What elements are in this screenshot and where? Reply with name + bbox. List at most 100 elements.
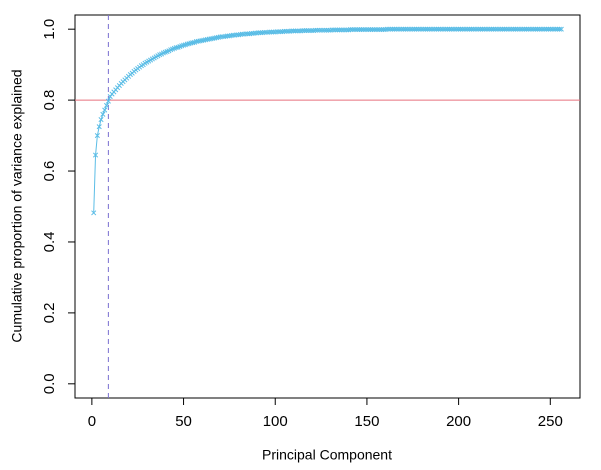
point <box>538 26 544 32</box>
point <box>375 26 381 33</box>
x-tick-label: 50 <box>175 413 192 430</box>
point <box>366 26 372 33</box>
point <box>523 26 530 32</box>
point <box>320 27 326 33</box>
point <box>452 26 458 32</box>
point <box>479 26 486 32</box>
point <box>536 26 542 32</box>
point <box>527 26 533 32</box>
x-tick-label: 100 <box>263 413 288 430</box>
point <box>445 26 451 32</box>
point <box>503 26 509 32</box>
point <box>518 26 524 32</box>
point <box>353 26 359 33</box>
point <box>485 26 491 32</box>
plot-box <box>74 14 581 399</box>
point <box>432 26 438 32</box>
x-tick-label: 150 <box>354 413 379 430</box>
y-tick-label: 1.0 <box>41 19 58 40</box>
point <box>522 26 528 32</box>
point <box>555 26 561 32</box>
point <box>511 26 517 32</box>
point <box>430 26 436 32</box>
point <box>307 28 313 34</box>
point <box>419 26 425 32</box>
point <box>313 27 319 33</box>
x-tick-label: 0 <box>88 413 96 430</box>
point <box>357 26 363 33</box>
x-tick-label: 250 <box>538 413 563 430</box>
point <box>525 26 531 32</box>
point <box>533 26 539 32</box>
point <box>439 26 445 32</box>
y-tick-label: 0.4 <box>41 232 58 253</box>
point <box>368 26 374 33</box>
point <box>391 26 397 32</box>
point <box>401 26 407 32</box>
point <box>256 30 262 36</box>
point <box>283 28 289 34</box>
point <box>512 26 519 32</box>
point <box>481 26 487 32</box>
point <box>373 26 379 33</box>
point <box>463 26 469 32</box>
point <box>468 26 474 32</box>
y-tick-label: 0.0 <box>41 373 58 394</box>
point <box>338 27 344 33</box>
point <box>335 27 341 33</box>
point <box>91 210 97 216</box>
point <box>190 40 196 46</box>
point <box>470 26 476 32</box>
point <box>478 26 484 32</box>
point <box>261 29 267 35</box>
point <box>472 26 478 32</box>
point <box>410 26 416 32</box>
y-axis-label: Cumulative proportion of variance explai… <box>9 69 25 342</box>
point <box>551 26 557 32</box>
point <box>342 27 348 33</box>
x-tick-label: 200 <box>446 413 471 430</box>
point <box>388 26 394 32</box>
point <box>514 26 520 32</box>
point <box>351 26 357 33</box>
point <box>362 26 368 33</box>
point <box>544 26 550 32</box>
point <box>426 26 432 32</box>
x-axis-label: Principal Component <box>262 447 392 463</box>
point <box>267 29 273 35</box>
point <box>105 98 111 104</box>
point <box>395 26 401 32</box>
point <box>243 31 249 37</box>
point <box>390 26 396 32</box>
point <box>331 27 337 33</box>
point <box>292 28 298 34</box>
point <box>289 28 295 34</box>
point <box>476 26 482 32</box>
y-tick-label: 0.2 <box>41 302 58 323</box>
point <box>102 107 108 113</box>
point <box>501 26 508 32</box>
point <box>421 26 427 32</box>
point <box>423 26 429 32</box>
point <box>300 28 306 34</box>
point <box>408 26 414 32</box>
point <box>500 26 506 32</box>
point <box>184 41 190 47</box>
point <box>534 26 541 32</box>
point <box>507 26 513 32</box>
point <box>96 124 102 130</box>
point <box>329 27 335 33</box>
point <box>305 28 311 34</box>
point <box>399 26 405 32</box>
point <box>316 27 322 33</box>
point <box>549 26 555 32</box>
point <box>397 26 403 32</box>
point <box>459 26 465 32</box>
point <box>364 26 370 33</box>
point <box>531 26 537 32</box>
point <box>355 26 361 33</box>
point <box>404 26 410 32</box>
point <box>181 42 187 48</box>
point <box>276 29 282 35</box>
point <box>393 26 399 32</box>
